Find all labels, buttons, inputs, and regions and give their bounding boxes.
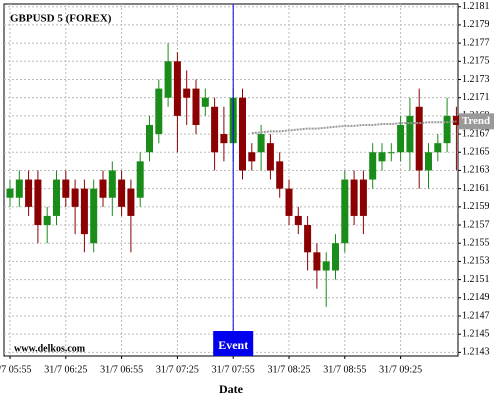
candle-body [173, 61, 181, 116]
candle-body [443, 115, 451, 144]
candle-body [62, 179, 70, 198]
y-tick-label: 1.2177 [462, 37, 490, 48]
candle-body [220, 134, 228, 144]
y-tick-label: 1.2173 [462, 74, 490, 85]
x-tick-label: 31/7 05:55 [0, 364, 32, 375]
y-tick-label: 1.2157 [462, 219, 490, 230]
y-tick-label: 1.2155 [462, 238, 490, 249]
candle-body [425, 152, 432, 171]
y-tick-label: 1.2153 [462, 256, 490, 267]
candle-body [257, 134, 265, 153]
candle-body [313, 252, 321, 271]
candle-body [15, 179, 23, 198]
candle-body [211, 106, 219, 153]
candle-body [248, 152, 256, 162]
candle-body [415, 106, 423, 171]
candle-body [369, 152, 377, 180]
candle-body [341, 179, 349, 244]
event-box [213, 331, 254, 356]
y-tick-label: 1.2175 [462, 56, 490, 67]
candle-body [304, 225, 312, 253]
candle-body [201, 97, 209, 107]
candle-body [276, 161, 284, 189]
x-tick-label: 31/7 08:55 [323, 364, 366, 375]
candle-body [285, 188, 293, 216]
candle-body [406, 115, 414, 153]
y-tick-label: 1.2165 [462, 147, 490, 158]
trend-tag [459, 113, 494, 130]
trend-label: Trend [462, 115, 490, 127]
candle-body [192, 88, 200, 125]
candle-body [294, 215, 302, 226]
event-label: Event [218, 338, 248, 352]
candle-body [80, 188, 88, 235]
x-tick-label: 31/7 08:25 [267, 364, 310, 375]
candle-body [25, 179, 33, 207]
y-tick-label: 1.2151 [462, 274, 490, 285]
candle-body [266, 143, 274, 171]
candle-body [71, 188, 79, 207]
y-tick-label: 1.2145 [462, 328, 490, 339]
x-tick-label: 31/7 07:25 [156, 364, 199, 375]
candle-body [387, 152, 395, 154]
candle-body [378, 152, 386, 162]
candle-body [322, 261, 330, 271]
x-tick-label: 31/7 06:25 [44, 364, 87, 375]
candle-body [434, 143, 442, 153]
trend-line [251, 120, 457, 135]
candle-body [127, 188, 135, 216]
candle-body [359, 179, 367, 216]
candle-body [183, 88, 191, 98]
x-axis-label: Date [219, 382, 244, 396]
y-tick-label: 1.2143 [462, 347, 490, 358]
candle-body [350, 179, 358, 216]
y-tick-label: 1.2181 [462, 1, 490, 12]
candle-body [155, 88, 163, 135]
candle-body [239, 97, 246, 171]
y-tick-label: 1.2167 [462, 128, 490, 139]
candle-body [452, 115, 460, 125]
plot-frame [3, 3, 459, 357]
candle-body [146, 124, 153, 153]
candle-body [34, 179, 42, 226]
y-tick-label: 1.2159 [462, 201, 490, 212]
candle-body [118, 179, 126, 207]
candle-body [43, 215, 51, 226]
candle-body [332, 243, 339, 271]
y-tick-label: 1.2161 [462, 183, 490, 194]
watermark: www.delkos.com [14, 343, 86, 354]
candle-body [136, 161, 144, 198]
x-tick-label: 31/7 06:55 [100, 364, 143, 375]
candle-body [6, 188, 14, 198]
chart-title: GBPUSD 5 (FOREX) [10, 13, 112, 25]
candle-body [99, 179, 107, 198]
candle-body [397, 124, 405, 153]
y-tick-label: 1.2171 [462, 92, 490, 103]
candle-body [53, 179, 60, 216]
y-tick-label: 1.2179 [462, 19, 490, 30]
x-tick-label: 31/7 09:25 [379, 364, 422, 375]
y-tick-label: 1.2147 [462, 310, 490, 321]
candle-body [108, 170, 116, 198]
y-tick-label: 1.2163 [462, 165, 490, 176]
x-tick-label: 31/7 07:55 [212, 364, 255, 375]
y-tick-label: 1.2149 [462, 292, 490, 303]
candle-body [164, 61, 172, 98]
candle-body [90, 188, 98, 244]
